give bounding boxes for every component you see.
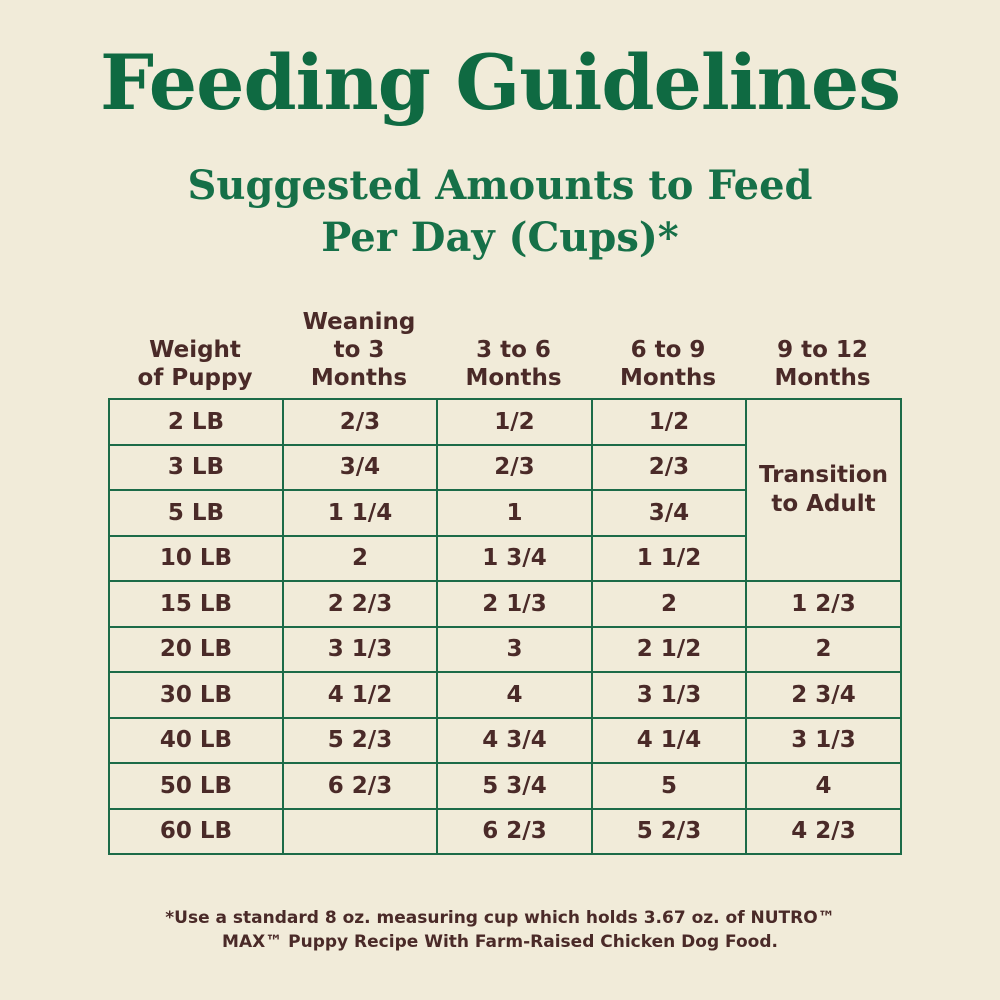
weight-cell: 5 LB xyxy=(108,489,284,537)
table-row: 40 LB 5 2/3 4 3/4 4 1/4 3 1/3 xyxy=(108,716,902,764)
footnote-line-2: MAX™ Puppy Recipe With Farm-Raised Chick… xyxy=(222,932,778,952)
table-row: 50 LB 6 2/3 5 3/4 5 4 xyxy=(108,762,902,810)
amount-cell: 2 xyxy=(282,534,438,582)
amount-cell: 2 3/4 xyxy=(745,671,902,719)
header-6-9-months: 6 to 9 Months xyxy=(619,337,717,391)
footnote: *Use a standard 8 oz. measuring cup whic… xyxy=(0,906,1000,954)
amount-cell: 1 2/3 xyxy=(745,580,902,628)
weight-cell: 20 LB xyxy=(108,625,284,673)
amount-cell: 4 xyxy=(436,671,593,719)
amount-cell: 3 1/3 xyxy=(745,716,902,764)
amount-cell: 2/3 xyxy=(436,443,593,491)
amount-cell: 3 xyxy=(436,625,593,673)
table-row: 2 LB 2/3 1/2 1/2 Transition to Adult xyxy=(108,398,902,582)
amount-cell: 2 xyxy=(745,625,902,673)
weight-cell: 60 LB xyxy=(108,807,284,855)
weight-cell: 40 LB xyxy=(108,716,284,764)
amount-cell: 3 1/3 xyxy=(591,671,747,719)
amount-cell: 2/3 xyxy=(282,398,438,446)
amount-cell: 6 2/3 xyxy=(436,807,593,855)
subtitle-line-1: Suggested Amounts to Feed xyxy=(187,162,813,209)
footnote-line-1: *Use a standard 8 oz. measuring cup whic… xyxy=(165,908,835,928)
amount-cell: 3/4 xyxy=(282,443,438,491)
table-row: 3 LB 3/4 2/3 2/3 xyxy=(108,443,901,491)
table-row: 30 LB 4 1/2 4 3 1/3 2 3/4 xyxy=(108,671,902,719)
table-row: 60 LB 6 2/3 5 2/3 4 2/3 xyxy=(108,807,902,855)
amount-cell: 4 2/3 xyxy=(745,807,902,855)
amount-cell: 4 1/4 xyxy=(591,716,747,764)
amount-cell: 3 1/3 xyxy=(282,625,438,673)
amount-cell: 6 2/3 xyxy=(282,762,438,810)
weight-cell: 50 LB xyxy=(108,762,284,810)
subtitle-line-2: Per Day (Cups)* xyxy=(321,214,679,261)
amount-cell: 1 1/4 xyxy=(282,489,438,537)
table-row: 15 LB 2 2/3 2 1/3 2 1 2/3 xyxy=(108,580,902,628)
amount-cell xyxy=(282,807,438,855)
weight-cell: 30 LB xyxy=(108,671,284,719)
amount-cell: 5 3/4 xyxy=(436,762,593,810)
amount-cell: 1/2 xyxy=(591,398,747,446)
feeding-table: 2 LB 2/3 1/2 1/2 Transition to Adult 3 LB 3/4 2… xyxy=(108,398,902,855)
table-row: 10 LB 2 1 3/4 1 1/2 xyxy=(108,534,901,582)
amount-cell: 5 2/3 xyxy=(282,716,438,764)
amount-cell: 5 2/3 xyxy=(591,807,747,855)
header-weaning: Weaning to 3 Months xyxy=(302,309,416,391)
transition-cell: Transition to Adult xyxy=(745,398,902,582)
weight-cell: 15 LB xyxy=(108,580,284,628)
amount-cell: 4 1/2 xyxy=(282,671,438,719)
amount-cell: 1 1/2 xyxy=(591,534,747,582)
amount-cell: 2 1/3 xyxy=(436,580,593,628)
amount-cell: 1/2 xyxy=(436,398,593,446)
amount-cell: 2 xyxy=(591,580,747,628)
amount-cell: 2/3 xyxy=(591,443,747,491)
weight-cell: 3 LB xyxy=(108,443,284,491)
amount-cell: 3/4 xyxy=(591,489,747,537)
subtitle: Suggested Amounts to Feed Per Day (Cups)… xyxy=(0,160,1000,264)
page-title: Feeding Guidelines xyxy=(99,38,901,127)
amount-cell: 1 3/4 xyxy=(436,534,593,582)
amount-cell: 2 2/3 xyxy=(282,580,438,628)
amount-cell: 4 3/4 xyxy=(436,716,593,764)
weight-cell: 2 LB xyxy=(108,398,284,446)
header-3-6-months: 3 to 6 Months xyxy=(465,337,562,391)
table-row: 5 LB 1 1/4 1 3/4 xyxy=(108,489,901,537)
table-row: 20 LB 3 1/3 3 2 1/2 2 xyxy=(108,625,902,673)
header-weight: Weight of Puppy xyxy=(137,337,253,391)
table-header: Weight of Puppy Weaning to 3 Months 3 to… xyxy=(108,300,900,392)
amount-cell: 4 xyxy=(745,762,902,810)
header-9-12-months: 9 to 12 Months xyxy=(774,337,871,391)
amount-cell: 2 1/2 xyxy=(591,625,747,673)
amount-cell: 1 xyxy=(436,489,593,537)
amount-cell: 5 xyxy=(591,762,747,810)
weight-cell: 10 LB xyxy=(108,534,284,582)
